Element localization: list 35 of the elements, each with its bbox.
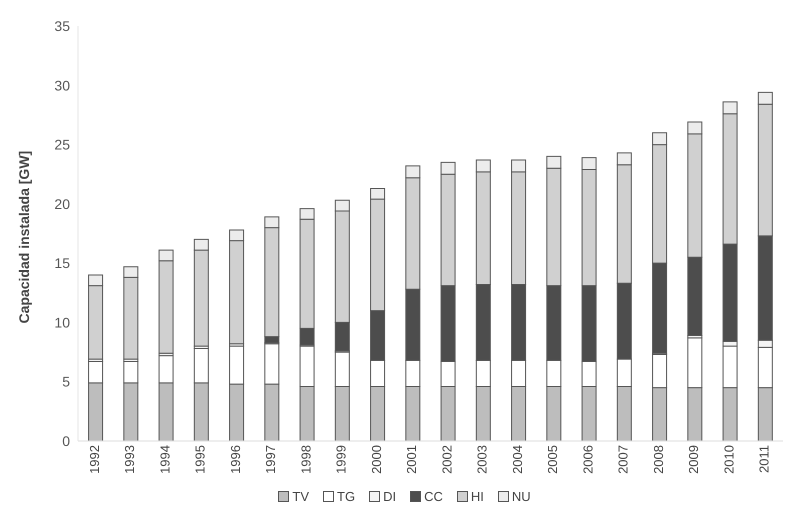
x-tick-label: 1997 <box>263 445 278 474</box>
x-tick-label: 2005 <box>545 445 560 474</box>
x-tick-label: 2003 <box>474 445 490 474</box>
y-tick-label: 0 <box>62 432 70 449</box>
x-tick-label: 1998 <box>298 445 314 474</box>
x-tick-label: 2009 <box>686 445 702 474</box>
x-tick-label: 1994 <box>157 445 172 474</box>
y-axis-title: Capacidad instalada [GW] <box>16 150 32 324</box>
legend-label: CC <box>424 489 443 504</box>
legend-label: DI <box>383 489 396 504</box>
y-tick-label: 25 <box>54 136 70 153</box>
x-tick-label: 2002 <box>439 445 454 474</box>
y-tick-label: 10 <box>54 314 70 330</box>
legend-label: TG <box>337 489 356 504</box>
x-tick-label: 2000 <box>368 445 384 474</box>
x-tick-label: 1992 <box>86 445 102 474</box>
legend-label: HI <box>470 489 484 504</box>
x-tick-label: 2006 <box>580 445 596 474</box>
x-tick-label: 2010 <box>721 445 736 474</box>
x-tick-label: 1999 <box>334 445 349 474</box>
x-tick-label: 1993 <box>122 445 138 474</box>
legend-label: NU <box>512 489 531 504</box>
x-tick-label: 2001 <box>404 445 420 474</box>
y-tick-label: 35 <box>54 18 70 34</box>
x-tick-label: 2007 <box>616 445 631 474</box>
x-tick-label: 2008 <box>650 445 666 474</box>
y-tick-label: 20 <box>54 196 70 212</box>
y-tick-label: 30 <box>54 77 70 94</box>
legend-label: TV <box>292 489 309 504</box>
y-tick-label: 5 <box>62 374 70 390</box>
y-tick-label: 15 <box>54 255 70 272</box>
x-tick-label: 2004 <box>510 445 525 474</box>
x-tick-label: 1996 <box>228 445 243 474</box>
x-tick-label: 1995 <box>192 445 208 474</box>
x-tick-label: 2011 <box>756 445 772 473</box>
